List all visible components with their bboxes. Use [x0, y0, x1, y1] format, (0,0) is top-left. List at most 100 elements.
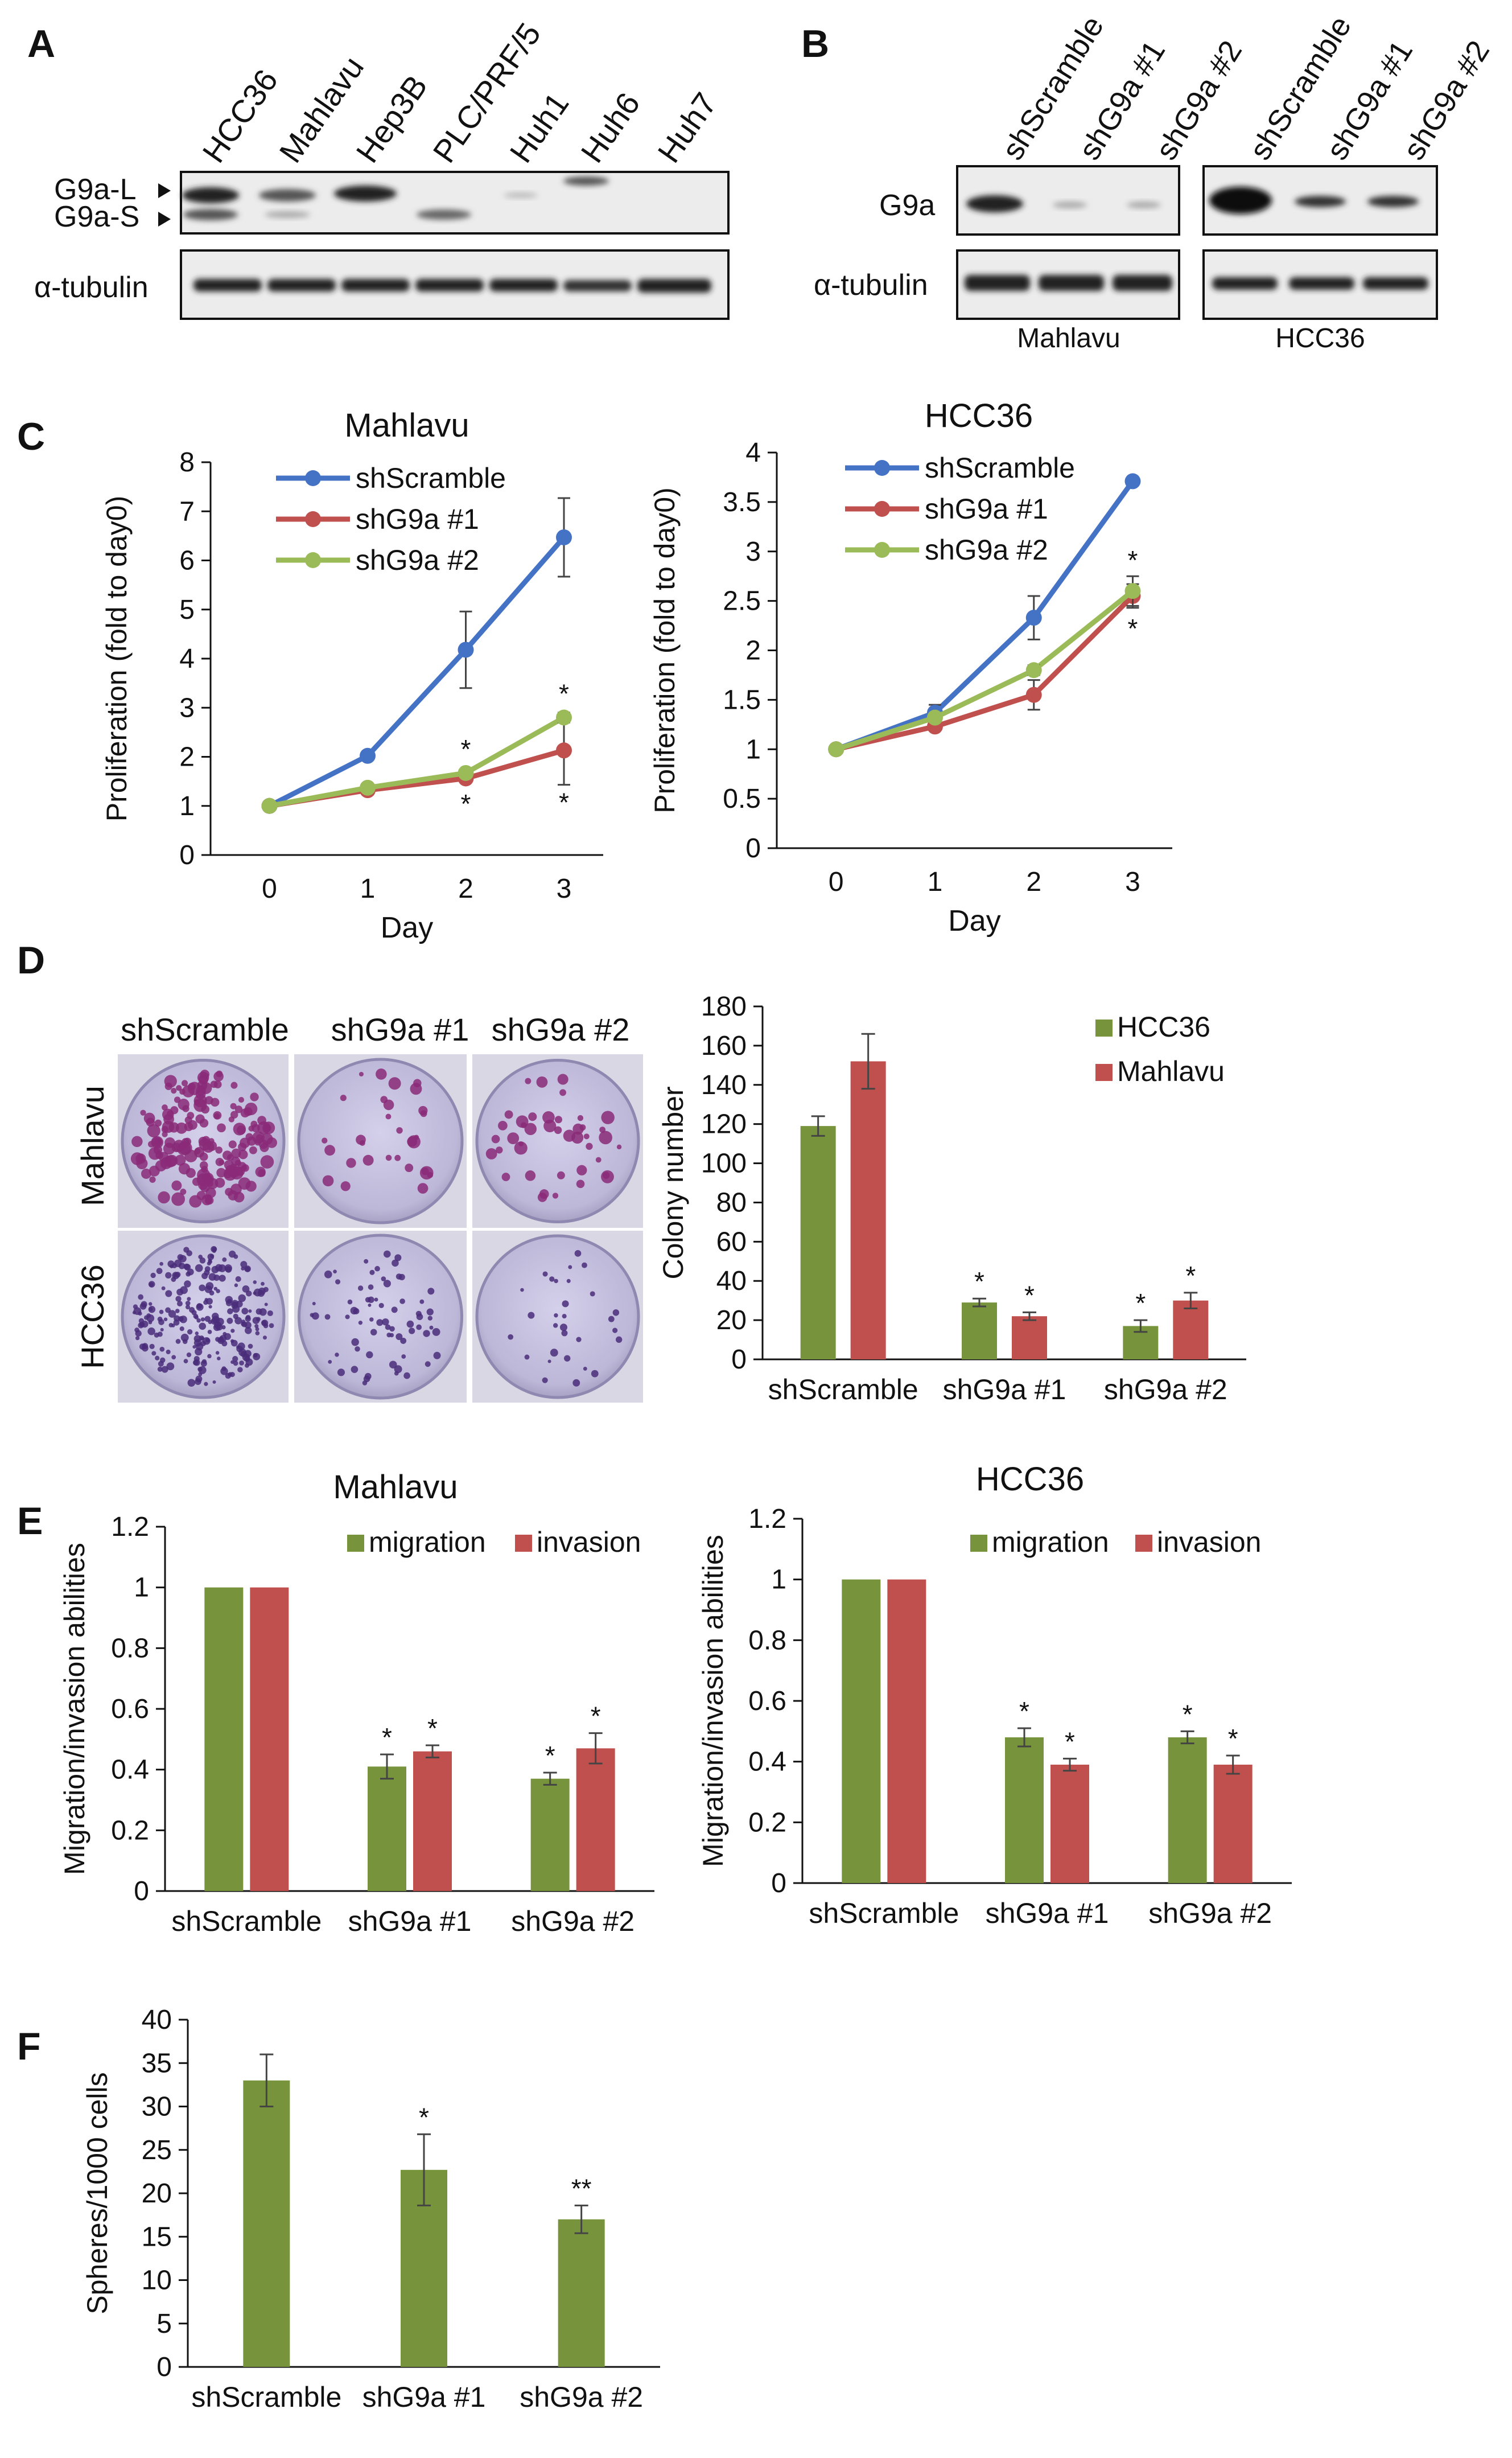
colony-dot [241, 1267, 245, 1271]
colony-dot [165, 1307, 171, 1313]
colony-dot [230, 1103, 237, 1109]
colony-dot [562, 1314, 567, 1319]
colony-dot [258, 1169, 266, 1177]
significance-marker: * [1065, 1727, 1075, 1756]
bar [800, 1126, 836, 1359]
x-tick-label: shScramble [191, 2381, 341, 2413]
x-axis-label: Day [381, 911, 433, 944]
colony-dot [369, 1269, 375, 1275]
y-tick-label: 160 [701, 1031, 747, 1061]
data-point [458, 764, 474, 781]
colony-dot [612, 1309, 620, 1316]
colony-dot [138, 1311, 142, 1316]
colony-dot [263, 1124, 271, 1132]
colony-dot [355, 1346, 360, 1352]
legend-label: invasion [537, 1526, 641, 1558]
colony-dot [207, 1330, 212, 1334]
colony-dot [165, 1272, 172, 1279]
colony-dot [359, 1071, 364, 1077]
x-tick-label: shScramble [809, 1897, 959, 1929]
colony-dot [241, 1165, 247, 1171]
blot-a-tubulin [180, 249, 730, 320]
colony-dot [418, 1105, 428, 1116]
x-tick-label: 3 [557, 874, 572, 904]
colony-dot [225, 1187, 233, 1196]
colony-dot [554, 1313, 558, 1318]
colony-dot [236, 1300, 243, 1308]
colony-dot [392, 1259, 399, 1267]
colony-dot [171, 1192, 186, 1206]
colony-dot [150, 1272, 156, 1279]
colony-plate [475, 1059, 640, 1223]
y-tick-label: 30 [142, 2092, 172, 2122]
bar [1173, 1300, 1209, 1359]
colony-dot [583, 1366, 587, 1371]
colony-dot [409, 1327, 415, 1334]
colony-dot [485, 1148, 497, 1160]
chart-f-spheres: 0 5 10 15 20 25 30 35 40 Spheres/1000 cells shScra… [81, 2005, 660, 2413]
legend-label: shG9a #2 [356, 544, 479, 576]
bar [413, 1751, 452, 1891]
colony-dot [370, 1329, 377, 1336]
colony-dot [168, 1310, 176, 1318]
colony-dot [234, 1283, 238, 1288]
colony-dot [388, 1077, 401, 1090]
significance-marker: * [382, 1723, 392, 1752]
colony-dot [142, 1343, 146, 1347]
data-point [556, 529, 572, 545]
x-tick-label: shG9a #2 [520, 2381, 643, 2413]
colony-dot [238, 1096, 245, 1103]
colony-dot [525, 1170, 536, 1181]
y-tick-label: 20 [142, 2179, 172, 2209]
colony-dot [259, 1142, 269, 1152]
colony-dot [133, 1304, 138, 1309]
colony-dot [207, 1354, 212, 1359]
colony-dot [255, 1331, 260, 1335]
significance-marker: * [461, 734, 471, 764]
colony-dot [160, 1327, 164, 1331]
y-tick-label: 1.5 [723, 685, 761, 715]
significance-marker: * [1128, 545, 1138, 575]
colony-dot [184, 1280, 191, 1288]
colony-dot [394, 1254, 402, 1261]
blot-a-lane-label: Huh7 [650, 86, 723, 169]
colony-dot [554, 1116, 563, 1124]
colony-dot [149, 1282, 154, 1287]
colony-row-label: Mahlavu [75, 1086, 110, 1206]
y-tick-label: 180 [701, 992, 747, 1022]
y-tick-label: 0.2 [111, 1815, 149, 1845]
colony-dot [187, 1112, 195, 1119]
colony-dot [166, 1362, 175, 1371]
data-point [1025, 687, 1042, 703]
colony-dot [201, 1359, 207, 1364]
x-tick-label: 3 [1125, 867, 1140, 897]
colony-dot [149, 1307, 153, 1312]
y-tick-label: 1 [179, 791, 195, 821]
colony-dot [165, 1290, 172, 1297]
colony-dot [547, 1359, 551, 1363]
colony-dot [333, 1269, 337, 1274]
colony-dot [181, 1080, 188, 1087]
arrow-g9a-l-icon [158, 183, 171, 198]
colony-dot [230, 1329, 235, 1333]
colony-dot [574, 1250, 582, 1257]
legend-label: Mahlavu [1117, 1055, 1225, 1087]
blot-b-tubulin-mahlavu [956, 249, 1180, 320]
data-point [556, 742, 572, 759]
colony-dot [324, 1270, 332, 1279]
colony-dot [146, 1314, 155, 1322]
row-label-g9a-b: G9a [879, 189, 935, 222]
colony-dot [595, 1157, 601, 1163]
data-point [828, 741, 844, 758]
y-axis-label: Spheres/1000 cells [81, 2072, 113, 2314]
colony-dot [324, 1314, 331, 1320]
colony-dot [157, 1316, 163, 1322]
colony-dot [246, 1290, 252, 1297]
colony-dot [215, 1157, 224, 1166]
colony-dot [427, 1316, 433, 1321]
colony-dot [415, 1310, 422, 1317]
colony-dot [245, 1314, 251, 1320]
colony-dot [368, 1284, 374, 1290]
colony-column-label: shScramble [121, 1012, 289, 1047]
colony-dot [255, 1327, 259, 1331]
